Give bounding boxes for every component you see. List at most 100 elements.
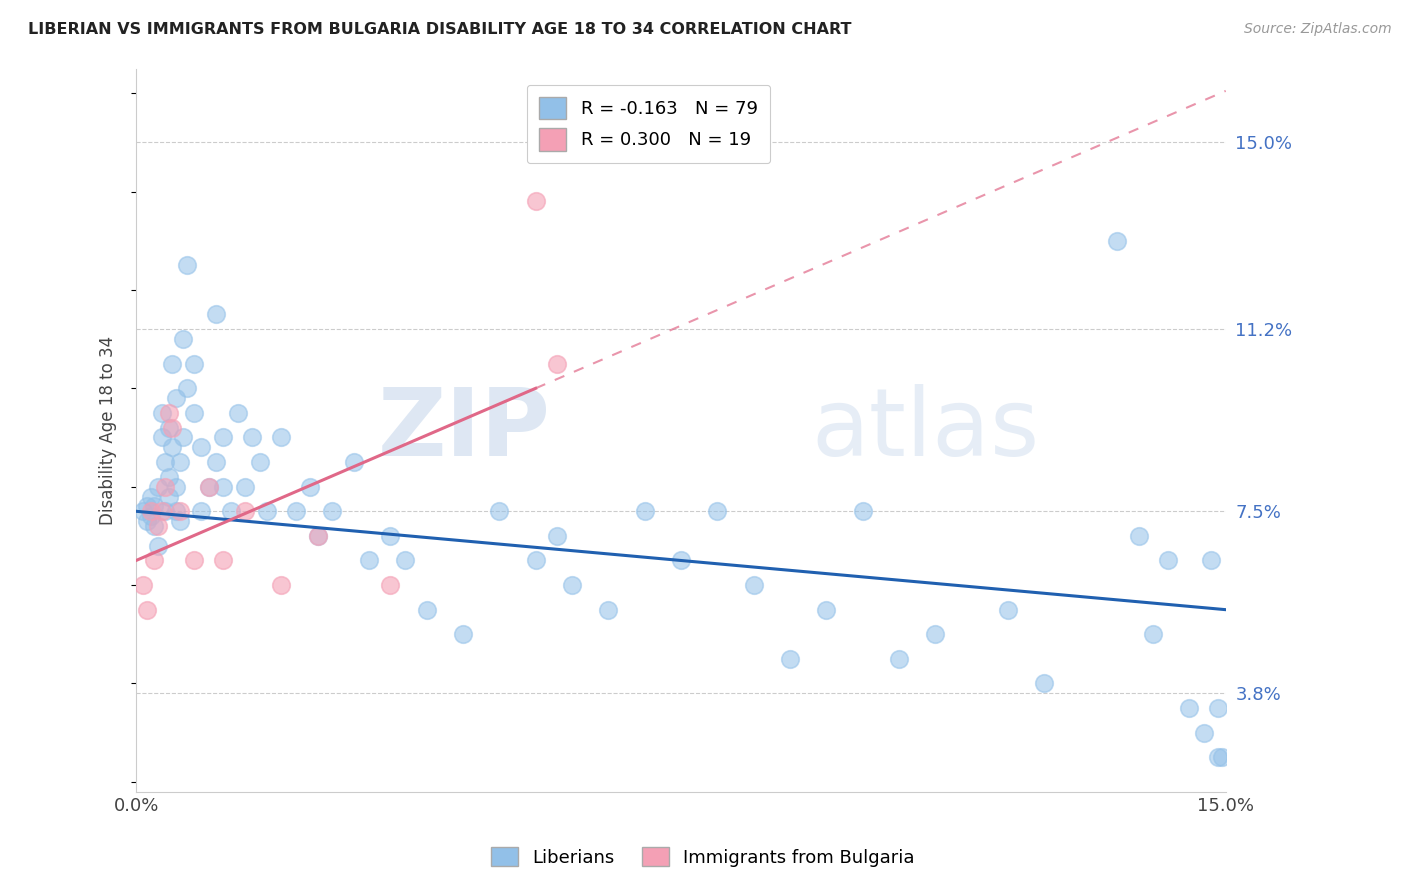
- Point: [1105, 234, 1128, 248]
- Point: [172, 332, 194, 346]
- Point: [1208, 750, 1230, 764]
- Point: [1192, 725, 1215, 739]
- Point: [394, 553, 416, 567]
- Point: [488, 504, 510, 518]
- Point: [284, 504, 307, 518]
- Point: [380, 578, 402, 592]
- Point: [162, 440, 184, 454]
- Point: [546, 357, 568, 371]
- Point: [299, 480, 322, 494]
- Point: [153, 480, 176, 494]
- Point: [270, 578, 292, 592]
- Point: [1199, 553, 1222, 567]
- Point: [143, 553, 166, 567]
- Point: [165, 391, 187, 405]
- Point: [183, 357, 205, 371]
- Point: [157, 470, 180, 484]
- Text: LIBERIAN VS IMMIGRANTS FROM BULGARIA DISABILITY AGE 18 TO 34 CORRELATION CHART: LIBERIAN VS IMMIGRANTS FROM BULGARIA DIS…: [28, 22, 852, 37]
- Point: [143, 519, 166, 533]
- Point: [524, 553, 547, 567]
- Point: [924, 627, 946, 641]
- Point: [169, 514, 191, 528]
- Point: [815, 602, 838, 616]
- Point: [157, 490, 180, 504]
- Point: [451, 627, 474, 641]
- Point: [270, 430, 292, 444]
- Point: [546, 529, 568, 543]
- Point: [169, 504, 191, 518]
- Point: [183, 406, 205, 420]
- Point: [143, 500, 166, 514]
- Point: [165, 504, 187, 518]
- Point: [132, 578, 155, 592]
- Point: [139, 504, 162, 518]
- Point: [415, 602, 437, 616]
- Point: [1208, 701, 1230, 715]
- Point: [212, 553, 235, 567]
- Point: [380, 529, 402, 543]
- Point: [321, 504, 343, 518]
- Point: [1033, 676, 1056, 690]
- Point: [742, 578, 765, 592]
- Point: [357, 553, 380, 567]
- Point: [1156, 553, 1178, 567]
- Point: [172, 430, 194, 444]
- Point: [307, 529, 329, 543]
- Text: Source: ZipAtlas.com: Source: ZipAtlas.com: [1244, 22, 1392, 37]
- Point: [1142, 627, 1164, 641]
- Point: [197, 480, 219, 494]
- Point: [226, 406, 249, 420]
- Point: [779, 652, 801, 666]
- Point: [212, 480, 235, 494]
- Point: [157, 420, 180, 434]
- Point: [598, 602, 620, 616]
- Point: [233, 480, 256, 494]
- Point: [162, 420, 184, 434]
- Point: [1211, 750, 1233, 764]
- Point: [146, 539, 169, 553]
- Text: atlas: atlas: [811, 384, 1040, 476]
- Point: [343, 455, 366, 469]
- Point: [249, 455, 271, 469]
- Point: [157, 406, 180, 420]
- Point: [176, 381, 198, 395]
- Point: [212, 430, 235, 444]
- Point: [233, 504, 256, 518]
- Point: [136, 514, 159, 528]
- Point: [165, 480, 187, 494]
- Point: [150, 406, 173, 420]
- Point: [706, 504, 728, 518]
- Legend: Liberians, Immigrants from Bulgaria: Liberians, Immigrants from Bulgaria: [484, 840, 922, 874]
- Point: [851, 504, 873, 518]
- Point: [887, 652, 910, 666]
- Point: [136, 500, 159, 514]
- Point: [240, 430, 263, 444]
- Point: [197, 480, 219, 494]
- Point: [205, 455, 228, 469]
- Point: [669, 553, 692, 567]
- Point: [633, 504, 655, 518]
- Point: [205, 308, 228, 322]
- Point: [524, 194, 547, 209]
- Point: [150, 504, 173, 518]
- Point: [190, 504, 212, 518]
- Point: [169, 455, 191, 469]
- Point: [190, 440, 212, 454]
- Point: [139, 509, 162, 524]
- Point: [146, 480, 169, 494]
- Point: [136, 602, 159, 616]
- Text: ZIP: ZIP: [377, 384, 550, 476]
- Point: [1128, 529, 1150, 543]
- Point: [1178, 701, 1201, 715]
- Point: [561, 578, 583, 592]
- Point: [150, 430, 173, 444]
- Point: [153, 504, 176, 518]
- Point: [162, 357, 184, 371]
- Point: [997, 602, 1019, 616]
- Point: [183, 553, 205, 567]
- Point: [256, 504, 278, 518]
- Point: [153, 455, 176, 469]
- Legend: R = -0.163   N = 79, R = 0.300   N = 19: R = -0.163 N = 79, R = 0.300 N = 19: [526, 85, 770, 163]
- Point: [139, 490, 162, 504]
- Point: [146, 519, 169, 533]
